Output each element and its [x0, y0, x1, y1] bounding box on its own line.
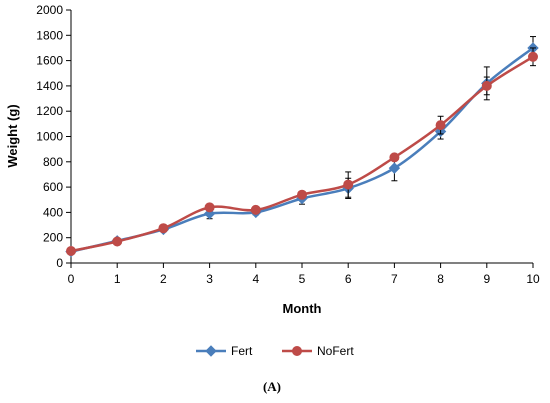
x-ticks: 0 1 2 3 4 5 6 7 8 9 10	[68, 263, 540, 286]
data-point-nofert	[528, 51, 538, 62]
y-tick-label: 200	[43, 231, 63, 245]
y-tick-label: 400	[43, 205, 63, 219]
x-tick-label: 9	[483, 272, 490, 286]
y-tick-label: 1400	[36, 79, 63, 93]
data-point-nofert	[204, 202, 215, 213]
legend-label-nofert: NoFert	[317, 344, 354, 358]
y-tick-label: 600	[43, 180, 63, 194]
legend: Fert NoFert	[196, 344, 354, 358]
y-tick-label: 1600	[36, 54, 63, 68]
x-tick-label: 2	[160, 272, 167, 286]
data-point-nofert	[250, 204, 261, 215]
data-point-nofert	[66, 245, 76, 256]
legend-marker-nofert	[292, 346, 302, 356]
legend-marker-fert	[205, 345, 217, 357]
data-point-nofert	[112, 236, 123, 247]
series-group	[65, 36, 539, 258]
x-tick-label: 5	[299, 272, 306, 286]
plot-area: 0 200 400 600 800 1000 1200 1400 1600 1800 2000 0 1…	[36, 3, 540, 286]
x-tick-label: 3	[206, 272, 213, 286]
y-ticks: 0 200 400 600 800 1000 1200 1400 1600 1800 2000	[36, 3, 71, 270]
data-point-nofert	[389, 152, 400, 163]
series-line-fert	[70, 46, 534, 253]
y-tick-label: 2000	[36, 3, 63, 17]
y-tick-label: 800	[43, 155, 63, 169]
data-point-nofert	[297, 189, 307, 200]
x-tick-label: 6	[345, 272, 352, 286]
figure-caption: (A)	[263, 379, 281, 394]
x-tick-label: 8	[437, 272, 444, 286]
x-tick-label: 1	[114, 272, 121, 286]
y-tick-label: 0	[56, 256, 63, 270]
legend-item-fert: Fert	[196, 344, 253, 358]
y-axis-title: Weight (g)	[5, 104, 20, 167]
y-tick-label: 1000	[36, 130, 63, 144]
y-tick-label: 1800	[36, 28, 63, 42]
series-nofert	[66, 47, 538, 256]
series-fert	[65, 36, 539, 258]
data-point-nofert	[343, 179, 354, 190]
data-point-nofert	[158, 223, 169, 234]
x-axis-title: Month	[283, 301, 322, 316]
legend-label-fert: Fert	[231, 344, 253, 358]
legend-item-nofert: NoFert	[282, 344, 354, 358]
y-tick-label: 1200	[36, 104, 63, 118]
x-tick-label: 4	[252, 272, 259, 286]
data-point-nofert	[481, 80, 492, 91]
data-point-fert	[388, 162, 401, 174]
x-tick-label: 10	[526, 272, 540, 286]
data-point-nofert	[435, 120, 446, 131]
series-line-nofert	[70, 55, 534, 253]
x-tick-label: 0	[68, 272, 75, 286]
x-tick-label: 7	[391, 272, 398, 286]
